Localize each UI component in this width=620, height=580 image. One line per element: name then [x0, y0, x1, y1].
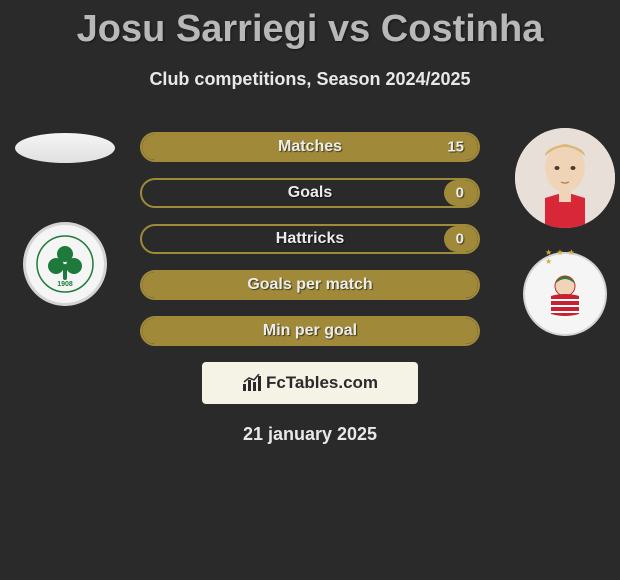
club-stars: ★ ★ ★ ★ — [545, 248, 585, 266]
date-text: 21 january 2025 — [0, 424, 620, 445]
stat-bar-label: Goals per match — [247, 276, 372, 294]
right-player-column: ★ ★ ★ ★ — [510, 128, 620, 336]
brand-text: FcTables.com — [266, 373, 378, 393]
svg-text:1908: 1908 — [57, 281, 73, 288]
stat-bar-label: Hattricks — [276, 230, 344, 248]
right-player-photo — [515, 128, 615, 228]
olympiacos-crest-icon — [537, 266, 593, 322]
comparison-panel: 1908 ★ ★ ★ ★ — [0, 128, 620, 445]
right-club-badge: ★ ★ ★ ★ — [523, 252, 607, 336]
stat-bar-value: 15 — [447, 139, 464, 156]
stat-bar: Hattricks 0 — [140, 224, 480, 254]
stat-bar-label: Min per goal — [263, 322, 357, 340]
stat-bars: Matches 15 Goals 0 Hattricks 0 Goals per match… — [140, 128, 480, 346]
stat-bar-label: Matches — [278, 138, 342, 156]
bar-chart-icon — [242, 374, 264, 392]
subtitle: Club competitions, Season 2024/2025 — [0, 69, 620, 90]
stat-bar-value: 0 — [456, 231, 464, 248]
shamrock-icon: 1908 — [35, 234, 95, 294]
stat-bar-label: Goals — [288, 184, 332, 202]
page-title: Josu Sarriegi vs Costinha — [0, 0, 620, 51]
stat-bar: Goals per match — [140, 270, 480, 300]
brand-box: FcTables.com — [202, 362, 418, 404]
left-player-column: 1908 — [10, 128, 120, 306]
stat-bar-value: 0 — [456, 185, 464, 202]
stat-bar: Goals 0 — [140, 178, 480, 208]
left-player-photo — [15, 133, 115, 163]
stat-bar: Min per goal — [140, 316, 480, 346]
left-club-badge: 1908 — [23, 222, 107, 306]
stat-bar: Matches 15 — [140, 132, 480, 162]
